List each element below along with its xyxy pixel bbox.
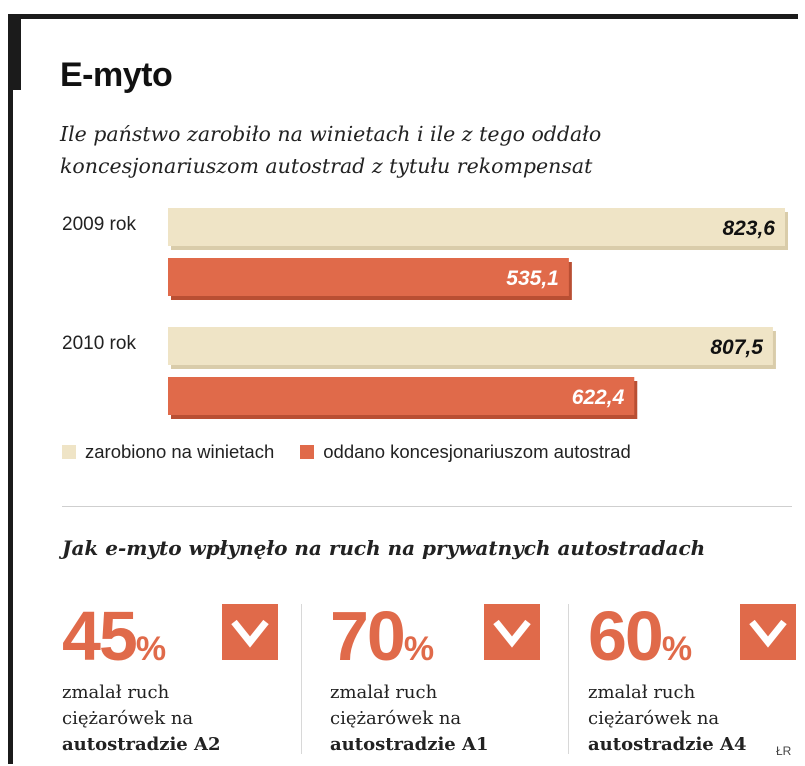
- category-label: 2010 rok: [62, 333, 136, 354]
- stat-a4-line3: autostradzie A4: [588, 732, 747, 758]
- stat-a1-line1: zmalał ruch: [330, 682, 438, 703]
- stat-a2-description: zmalał ruch ciężarówek na autostradzie A…: [62, 680, 221, 758]
- stat-separator-1: [301, 604, 302, 754]
- stat-a4-value: 60: [588, 597, 664, 675]
- stat-a4-description: zmalał ruch ciężarówek na autostradzie A…: [588, 680, 747, 758]
- stat-a2-unit: %: [135, 630, 167, 668]
- bar-chart: 2009 rok 823,6 535,1 2010 rok 807,5 622,4: [62, 208, 788, 419]
- author-credit: ŁR: [776, 744, 792, 758]
- stat-a2-line1: zmalał ruch: [62, 682, 170, 703]
- stat-a2-value: 45: [62, 597, 138, 675]
- stat-a4-line1: zmalał ruch: [588, 682, 696, 703]
- legend-label-earned: zarobiono na winietach: [85, 441, 275, 462]
- category-label: 2009 rok: [62, 214, 136, 235]
- stat-a2-figure: 45%: [62, 596, 166, 676]
- legend-label-given: oddano koncesjonariuszom autostrad: [323, 441, 631, 462]
- legend-item-given: oddano koncesjonariuszom autostrad: [300, 441, 631, 463]
- bar: [168, 208, 785, 246]
- stat-a1-line3: autostradzie A1: [330, 732, 489, 758]
- stat-a1: 70% zmalał ruch ciężarówek na autostradz…: [330, 596, 570, 766]
- bar: [168, 377, 635, 415]
- bar-value-label: 823,6: [722, 217, 775, 240]
- frame-corner-tab: [8, 14, 21, 90]
- stat-separator-2: [568, 604, 569, 754]
- legend-swatch-earned: [62, 445, 76, 459]
- stat-a2-line2: ciężarówek na: [62, 708, 194, 729]
- bar-value-label: 807,5: [710, 336, 763, 359]
- stat-a1-unit: %: [403, 630, 435, 668]
- stat-a2-line3: autostradzie A2: [62, 732, 221, 758]
- stat-a1-description: zmalał ruch ciężarówek na autostradzie A…: [330, 680, 489, 758]
- down-arrow-icon: [222, 604, 278, 660]
- stat-a4-unit: %: [661, 630, 693, 668]
- stat-a4-figure: 60%: [588, 596, 692, 676]
- stat-a4: 60% zmalał ruch ciężarówek na autostradz…: [588, 596, 805, 766]
- legend-swatch-given: [300, 445, 315, 459]
- down-arrow-icon: [740, 604, 796, 660]
- bar: [168, 327, 773, 365]
- legend-item-earned: zarobiono na winietach: [62, 441, 274, 463]
- stat-a1-value: 70: [330, 597, 406, 675]
- section-divider: [62, 506, 792, 507]
- chart-title: E-myto: [60, 56, 173, 94]
- stat-a4-line2: ciężarówek na: [588, 708, 720, 729]
- stat-a1-highway: autostradzie A1: [330, 734, 489, 755]
- down-arrow-icon: [484, 604, 540, 660]
- frame-left-rule: [8, 14, 13, 764]
- stat-a2-highway: autostradzie A2: [62, 734, 221, 755]
- chart-legend: zarobiono na winietach oddano koncesjona…: [62, 441, 657, 463]
- stat-a1-line2: ciężarówek na: [330, 708, 462, 729]
- stat-a2: 45% zmalał ruch ciężarówek na autostradz…: [62, 596, 302, 766]
- stat-a1-figure: 70%: [330, 596, 434, 676]
- stat-a4-highway: autostradzie A4: [588, 734, 747, 755]
- section-title: Jak e-myto wpłynęło na ruch na prywatnyc…: [62, 536, 706, 560]
- bar: [168, 258, 569, 296]
- chart-subtitle: Ile państwo zarobiło na winietach i ile …: [60, 122, 602, 178]
- bar-value-label: 535,1: [506, 267, 559, 290]
- bar-value-label: 622,4: [572, 386, 625, 409]
- frame-top-rule: [8, 14, 798, 19]
